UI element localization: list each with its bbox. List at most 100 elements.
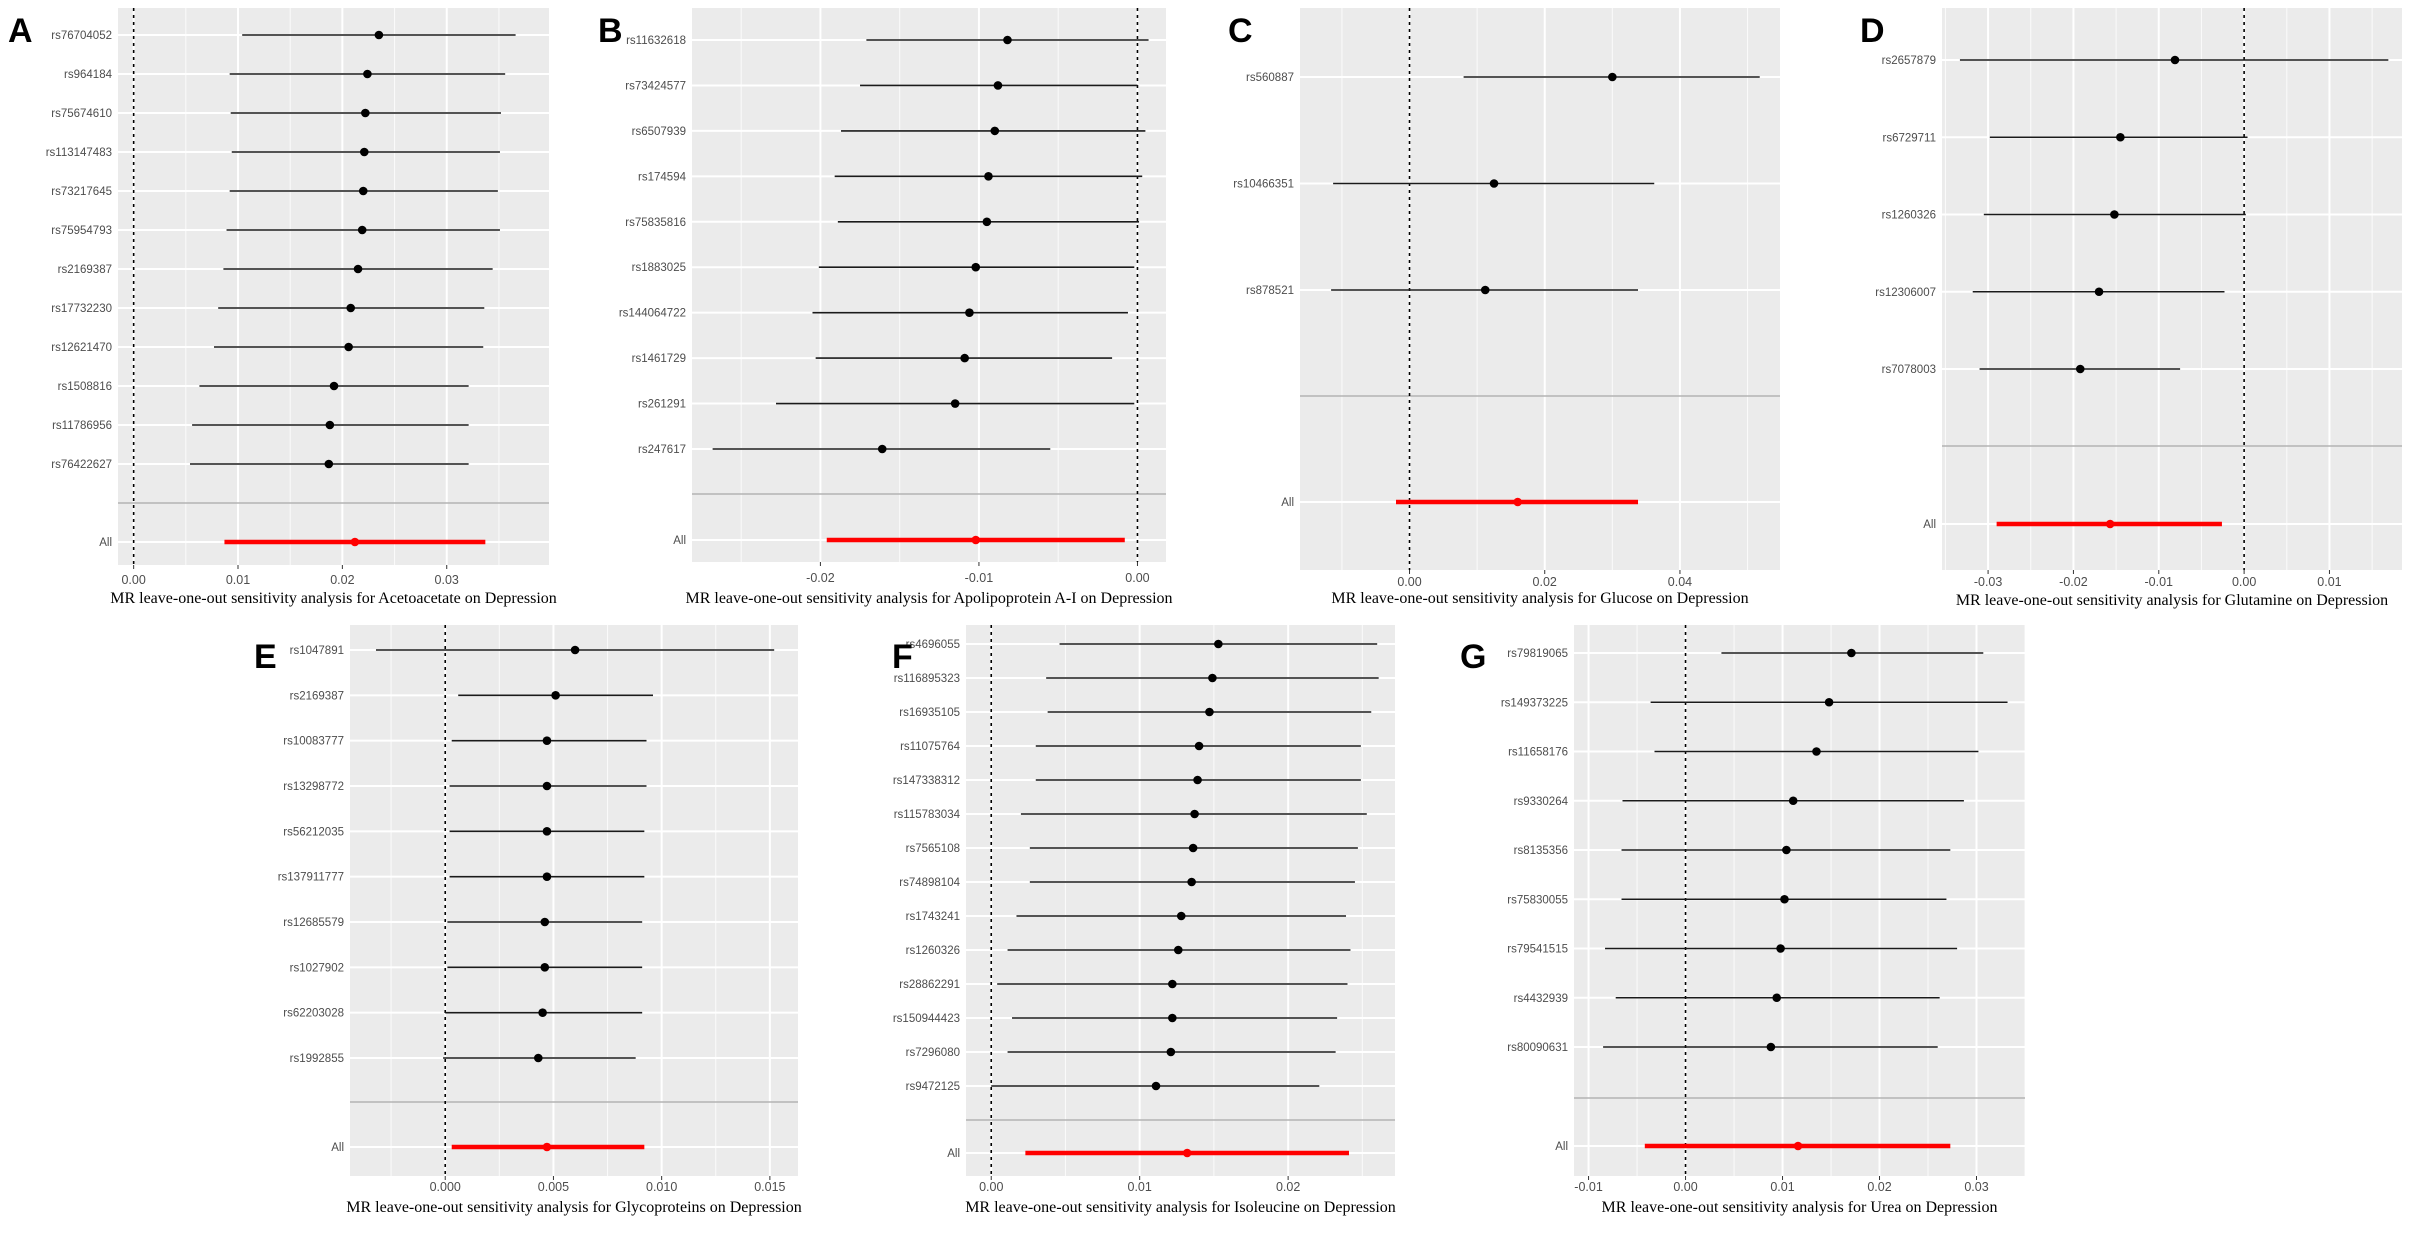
snp-label: rs174594	[638, 171, 687, 183]
snp-point	[359, 147, 369, 157]
snp-label: rs144064722	[619, 308, 686, 320]
overall-label: All	[331, 1142, 344, 1154]
x-tick-label: -0.01	[965, 571, 994, 585]
snp-point	[538, 1008, 547, 1017]
snp-point	[325, 420, 335, 430]
snp-label: rs62203028	[283, 1008, 344, 1020]
snp-label: rs2169387	[58, 264, 112, 276]
snp-label: rs10466351	[1233, 179, 1294, 191]
panel-letter: E	[254, 638, 277, 676]
x-tick-label: 0.00	[1125, 571, 1149, 585]
snp-label: rs1047891	[290, 645, 344, 657]
snp-label: rs147338312	[893, 775, 960, 787]
snp-label: rs878521	[1246, 285, 1294, 297]
x-tick-label: -0.02	[2059, 575, 2088, 589]
snp-label: rs150944423	[893, 1013, 960, 1025]
x-tick-label: 0.02	[1867, 1180, 1891, 1194]
snp-point	[540, 963, 550, 972]
snp-label: rs28862291	[899, 979, 960, 991]
snp-label: rs79541515	[1507, 944, 1568, 956]
x-tick-label: 0.01	[226, 573, 250, 587]
snp-label: rs113147483	[46, 147, 112, 159]
snp-point	[2094, 287, 2104, 297]
snp-label: rs247617	[638, 444, 686, 456]
snp-label: rs1461729	[632, 353, 686, 365]
snp-label: rs11786956	[52, 420, 112, 432]
snp-point	[993, 81, 1003, 90]
snp-point	[542, 827, 552, 836]
snp-label: rs75954793	[51, 225, 112, 237]
snp-point	[1772, 993, 1782, 1003]
snp-label: rs2657879	[1882, 55, 1936, 67]
x-axis-title: MR leave-one-out sensitivity analysis fo…	[110, 590, 557, 607]
snp-point	[346, 303, 356, 313]
snp-label: rs12685579	[283, 917, 344, 929]
plot-background	[1574, 625, 2025, 1176]
snp-label: rs73217645	[51, 186, 112, 198]
panel-letter: G	[1460, 638, 1486, 676]
snp-point	[353, 264, 363, 274]
snp-point	[1812, 747, 1821, 756]
panel-E: rs1047891 rs2169387 rs10083777 rs13298772 rs…	[254, 625, 802, 1216]
snp-point	[363, 69, 372, 79]
snp-point	[344, 342, 353, 352]
snp-label: rs80090631	[1507, 1042, 1568, 1054]
overall-label: All	[1923, 519, 1936, 531]
snp-label: rs261291	[638, 399, 686, 411]
snp-label: rs11075764	[900, 741, 960, 753]
snp-point	[965, 308, 974, 317]
snp-label: rs79819065	[1507, 648, 1568, 660]
snp-point	[533, 1053, 543, 1063]
x-tick-label: 0.005	[538, 1180, 569, 1194]
snp-point	[1187, 877, 1196, 887]
snp-label: rs149373225	[1501, 697, 1568, 709]
x-tick-label: -0.01	[1574, 1180, 1603, 1194]
x-tick-label: 0.00	[979, 1180, 1003, 1194]
snp-label: rs7296080	[906, 1047, 960, 1059]
snp-label: rs964184	[64, 69, 113, 81]
snp-point	[570, 645, 580, 655]
panel-F: rs4696055 rs116895323 rs16935105 rs11075764…	[892, 625, 1396, 1216]
plot-background	[118, 8, 549, 565]
snp-point	[1166, 1047, 1176, 1057]
snp-point	[540, 917, 550, 927]
snp-label: rs1508816	[58, 381, 112, 393]
x-axis-title: MR leave-one-out sensitivity analysis fo…	[1331, 590, 1748, 607]
x-tick-label: 0.00	[2232, 575, 2256, 589]
x-tick-label: -0.03	[1974, 575, 2003, 589]
snp-point	[1608, 72, 1617, 82]
snp-label: rs75835816	[625, 217, 686, 229]
snp-point	[2116, 132, 2125, 142]
snp-point	[1782, 845, 1791, 855]
snp-point	[2170, 55, 2180, 65]
snp-label: rs16935105	[899, 707, 960, 719]
snp-label: rs115783034	[894, 809, 961, 821]
snp-point	[1847, 648, 1856, 658]
snp-label: rs8135356	[1514, 845, 1568, 857]
panel-letter: C	[1228, 12, 1253, 50]
snp-label: rs17732230	[51, 303, 112, 315]
x-tick-label: 0.010	[646, 1180, 677, 1194]
snp-label: rs560887	[1246, 72, 1294, 84]
snp-point	[1780, 894, 1789, 904]
snp-point	[960, 353, 969, 363]
x-tick-label: 0.01	[1128, 1180, 1152, 1194]
snp-point	[542, 736, 552, 745]
snp-label: rs76704052	[51, 30, 112, 42]
snp-point	[971, 262, 981, 272]
snp-point	[1194, 741, 1204, 751]
snp-label: rs137911777	[278, 872, 344, 884]
overall-point	[2105, 519, 2115, 529]
snp-label: rs11632618	[626, 35, 686, 47]
snp-point	[984, 172, 993, 181]
snp-label: rs56212035	[283, 826, 344, 838]
panel-G: rs79819065 rs149373225 rs11658176 rs9330264…	[1460, 625, 2026, 1216]
snp-point	[1776, 944, 1785, 953]
snp-point	[542, 872, 552, 881]
snp-point	[1151, 1081, 1161, 1091]
snp-point	[1205, 707, 1214, 717]
snp-point	[551, 691, 560, 700]
x-tick-label: -0.01	[2145, 575, 2174, 589]
snp-point	[2110, 210, 2119, 219]
